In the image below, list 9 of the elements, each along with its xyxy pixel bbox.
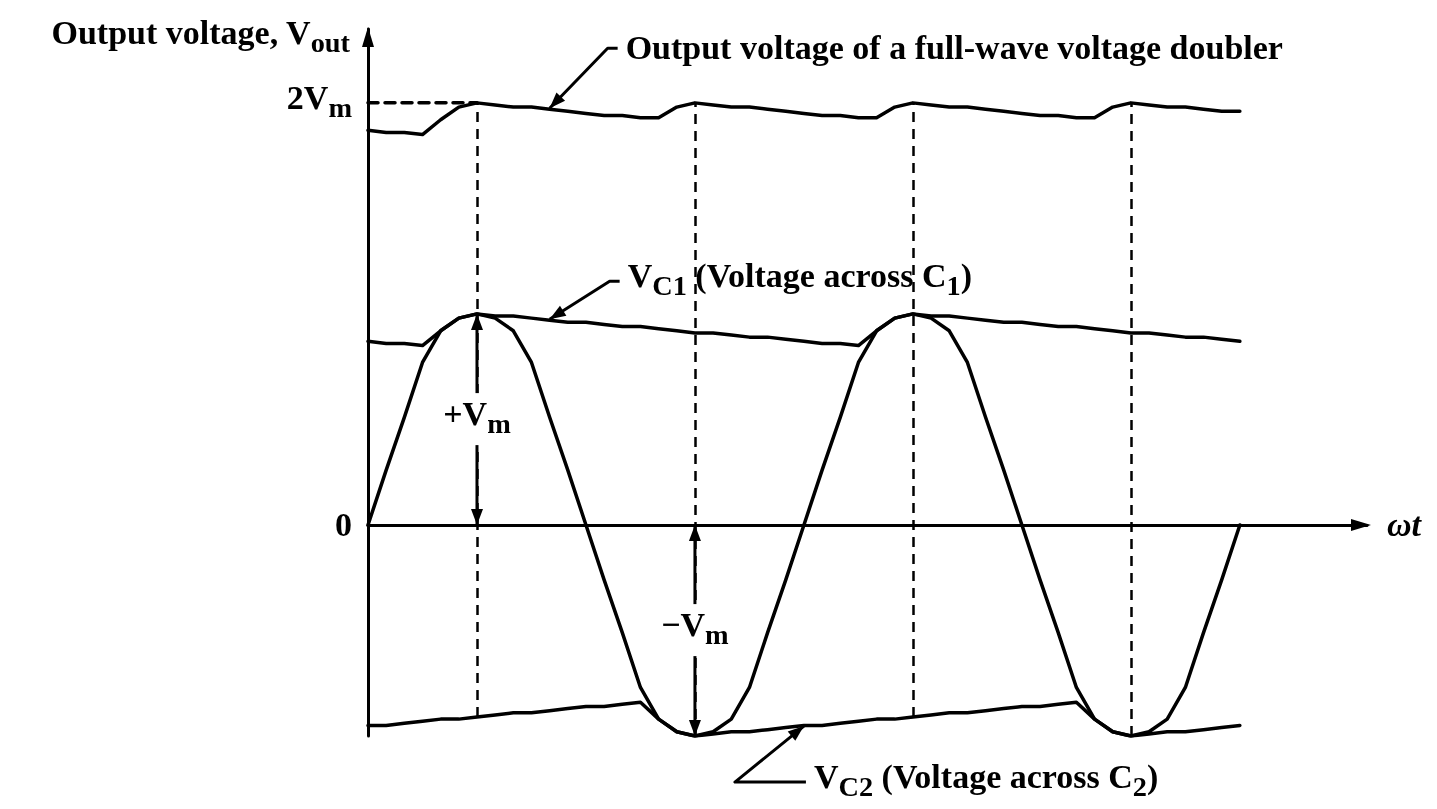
- series-label: V$_{C2}$ (Voltage across C$_{2}$): [813, 757, 1159, 804]
- series-label: Output voltage of a full-wave voltage doubler: [625, 28, 1283, 69]
- y-tick-label: 0: [335, 504, 352, 545]
- x-axis-title: ωt: [1387, 506, 1423, 544]
- annotation: −V$_{m}$: [659, 604, 731, 657]
- annotation: +V$_{m}$: [441, 393, 513, 446]
- legend-label: V$_{C1}$ (Voltage across C$_{1}$): [627, 256, 973, 304]
- y-tick-label: 2V$_{m}$: [286, 77, 352, 125]
- y-axis-title: Output voltage, V$_{out}$: [51, 13, 350, 60]
